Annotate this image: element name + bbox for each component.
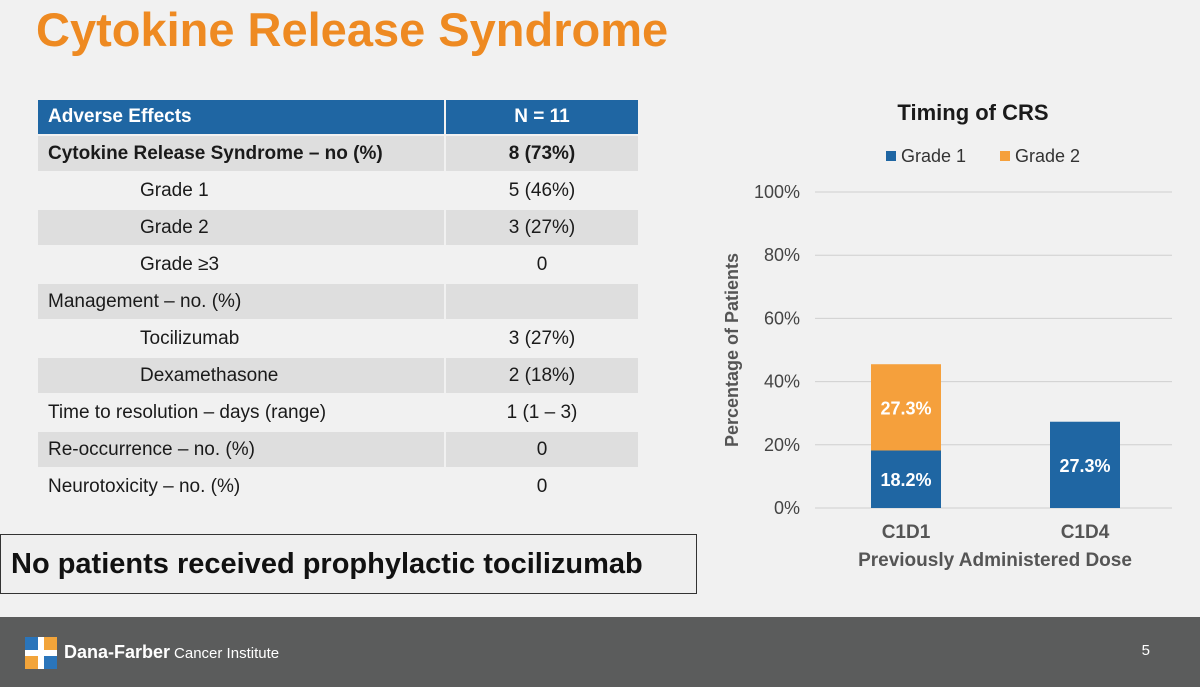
row-label: Grade 2	[38, 208, 446, 246]
y-tick-label: 100%	[754, 182, 800, 202]
row-value: 2 (18%)	[445, 356, 638, 394]
table-row: Time to resolution – days (range) 1 (1 –…	[38, 393, 638, 431]
legend-swatch-1	[886, 151, 896, 161]
dana-farber-logo-icon	[25, 637, 57, 669]
y-tick-label: 20%	[764, 435, 800, 455]
brand-rest: Cancer Institute	[174, 645, 280, 662]
row-value: 3 (27%)	[445, 319, 638, 357]
y-axis-label: Percentage of Patients	[722, 253, 742, 447]
row-label: Tocilizumab	[38, 319, 446, 357]
row-value: 0	[445, 467, 638, 504]
page-number: 5	[1141, 642, 1150, 659]
row-label: Re-occurrence – no. (%)	[38, 430, 446, 468]
bar-data-label: 27.3%	[880, 398, 931, 418]
table-row: Neurotoxicity – no. (%) 0	[38, 467, 638, 504]
adverse-effects-table: Adverse Effects N = 11 Cytokine Release …	[38, 100, 638, 504]
table-row: Management – no. (%)	[38, 282, 638, 320]
x-axis-label: Previously Administered Dose	[858, 550, 1132, 571]
bar-data-label: 18.2%	[880, 470, 931, 490]
bar-c1d1-grade-2	[871, 364, 941, 451]
row-label: Cytokine Release Syndrome – no (%)	[38, 134, 446, 172]
x-tick-label: C1D1	[882, 522, 931, 543]
header-adverse-effects: Adverse Effects	[38, 100, 446, 135]
table-row: Dexamethasone 2 (18%)	[38, 356, 638, 394]
row-value: 8 (73%)	[445, 134, 638, 172]
row-label: Dexamethasone	[38, 356, 446, 394]
row-label: Grade ≥3	[38, 245, 446, 283]
table-row: Grade ≥3 0	[38, 245, 638, 283]
table-row: Tocilizumab 3 (27%)	[38, 319, 638, 357]
x-tick-label: C1D4	[1061, 522, 1110, 543]
row-value	[445, 282, 638, 320]
table-row: Grade 2 3 (27%)	[38, 208, 638, 246]
row-label: Time to resolution – days (range)	[38, 393, 446, 431]
footer-bar: Dana-Farber Cancer Institute 5	[0, 617, 1200, 687]
row-value: 1 (1 – 3)	[445, 393, 638, 431]
row-value: 3 (27%)	[445, 208, 638, 246]
table-row: Grade 1 5 (46%)	[38, 171, 638, 209]
table-row: Cytokine Release Syndrome – no (%) 8 (73…	[38, 134, 638, 172]
bar-c1d1-grade-1	[871, 450, 941, 508]
row-value: 0	[445, 245, 638, 283]
crs-timing-chart: Timing of CRS Grade 1 Grade 2 0% 20% 40% 60% 80…	[722, 100, 1172, 571]
bar-c1d4-grade-1	[1050, 421, 1120, 508]
brand-bold: Dana-Farber	[64, 642, 171, 662]
header-n: N = 11	[445, 100, 638, 135]
y-tick-label: 0%	[774, 498, 800, 518]
bar-data-label: 27.3%	[1059, 456, 1110, 476]
table-row: Re-occurrence – no. (%) 0	[38, 430, 638, 468]
y-tick-label: 40%	[764, 372, 800, 392]
row-value: 0	[445, 430, 638, 468]
row-value: 5 (46%)	[445, 171, 638, 209]
chart-title: Timing of CRS	[897, 100, 1048, 125]
callout-text: No patients received prophylactic tocili…	[11, 547, 643, 580]
y-tick-label: 80%	[764, 245, 800, 265]
slide-title: Cytokine Release Syndrome	[36, 3, 669, 56]
brand-name: Dana-Farber Cancer Institute	[64, 642, 279, 663]
legend-label-1: Grade 1	[901, 146, 966, 166]
callout-box: No patients received prophylactic tocili…	[0, 534, 697, 594]
row-label: Neurotoxicity – no. (%)	[38, 467, 446, 504]
y-tick-label: 60%	[764, 308, 800, 328]
legend-swatch-2	[1000, 151, 1010, 161]
row-label: Management – no. (%)	[38, 282, 446, 320]
table-header-row: Adverse Effects N = 11	[38, 100, 638, 135]
legend-label-2: Grade 2	[1015, 146, 1080, 166]
row-label: Grade 1	[38, 171, 446, 209]
